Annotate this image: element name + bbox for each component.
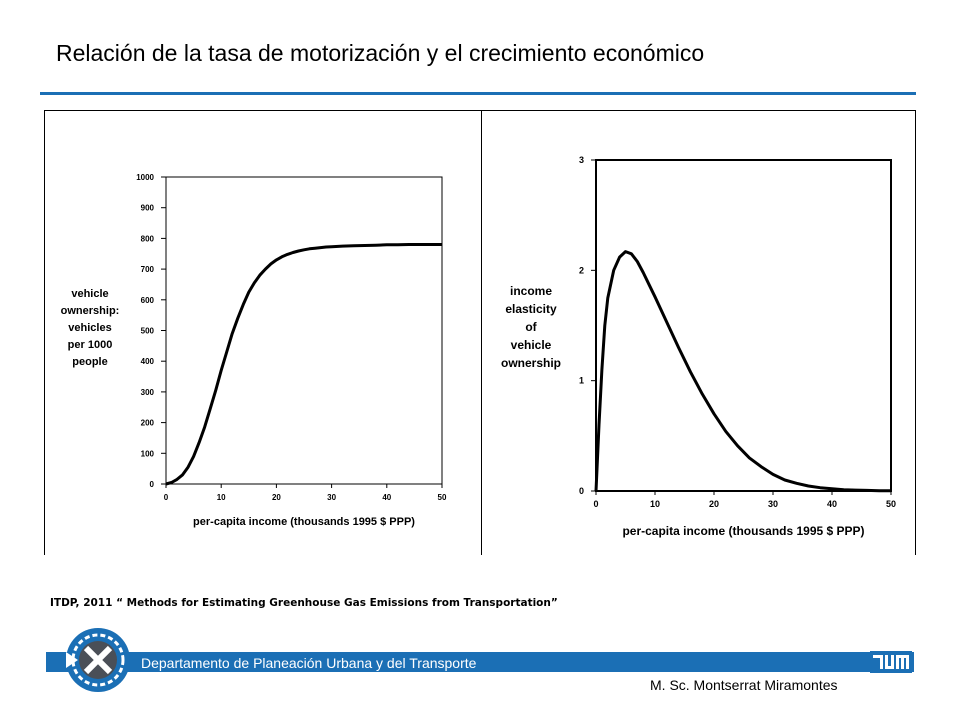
x-tick-label: 0	[593, 499, 598, 509]
y-tick-label: 1000	[136, 173, 154, 182]
x-tick-label: 40	[827, 499, 837, 509]
y-axis-label-line: people	[72, 356, 107, 368]
y-axis-label-line: income	[510, 284, 552, 298]
tum-logo-icon	[870, 651, 912, 673]
source-citation: ITDP, 2011 “ Methods for Estimating Gree…	[50, 597, 558, 609]
y-tick-label: 700	[141, 265, 155, 274]
page-title: Relación de la tasa de motorización y el…	[56, 40, 705, 66]
y-axis-label-line: vehicles	[68, 322, 111, 334]
y-tick-label: 400	[141, 357, 155, 366]
y-tick-label: 800	[141, 234, 155, 243]
y-tick-label: 900	[141, 204, 155, 213]
y-tick-label: 500	[141, 327, 155, 336]
x-axis-label: per-capita income (thousands 1995 $ PPP)	[622, 524, 864, 538]
x-tick-label: 10	[217, 493, 226, 502]
footer-author: M. Sc. Montserrat Miramontes	[650, 677, 838, 693]
y-tick-label: 300	[141, 388, 155, 397]
x-tick-label: 50	[886, 499, 896, 509]
x-tick-label: 20	[272, 493, 281, 502]
y-tick-label: 100	[141, 449, 155, 458]
y-axis-label-line: of	[525, 320, 537, 334]
footer-bar	[46, 652, 914, 672]
title-divider	[40, 92, 916, 95]
vehicle-ownership-chart: 0 10 20 30 40 5001002003004005006007008009001…	[61, 173, 447, 528]
y-tick-label: 3	[579, 155, 584, 165]
income-elasticity-chart: 0 10 20 30 40 50 0 1 2 3 income elasticity of vehicle…	[501, 155, 896, 538]
y-axis-label-line: vehicle	[71, 288, 108, 300]
x-tick-label: 30	[768, 499, 778, 509]
x-tick-label: 40	[382, 493, 391, 502]
y-tick-label: 0	[150, 480, 155, 489]
y-tick-label: 200	[141, 419, 155, 428]
chart-panel-frame	[44, 110, 916, 555]
y-tick-label: 1	[579, 376, 584, 386]
y-axis-label-line: ownership:	[61, 305, 120, 317]
x-tick-label: 30	[327, 493, 336, 502]
y-tick-label: 2	[579, 265, 584, 275]
x-tick-label: 10	[650, 499, 660, 509]
department-emblem-icon	[66, 628, 130, 692]
y-axis-label-line: ownership	[501, 356, 561, 370]
series-line	[594, 250, 892, 493]
panel-middle-border	[481, 111, 482, 555]
y-axis-label-line: elasticity	[505, 302, 557, 316]
footer-department: Departamento de Planeación Urbana y del …	[141, 655, 477, 671]
x-tick-label: 0	[164, 493, 169, 502]
y-tick-label: 0	[579, 486, 584, 496]
y-axis-label-line: vehicle	[511, 338, 552, 352]
x-tick-label: 50	[438, 493, 447, 502]
y-tick-label: 600	[141, 296, 155, 305]
plot-frame	[165, 176, 443, 485]
x-axis-label: per-capita income (thousands 1995 $ PPP)	[193, 516, 415, 528]
y-axis-label-line: per 1000	[68, 339, 113, 351]
x-tick-label: 20	[709, 499, 719, 509]
panel-left-border	[44, 111, 45, 555]
panel-right-border	[915, 111, 916, 555]
series-line	[165, 243, 442, 486]
plot-frame	[595, 159, 892, 492]
